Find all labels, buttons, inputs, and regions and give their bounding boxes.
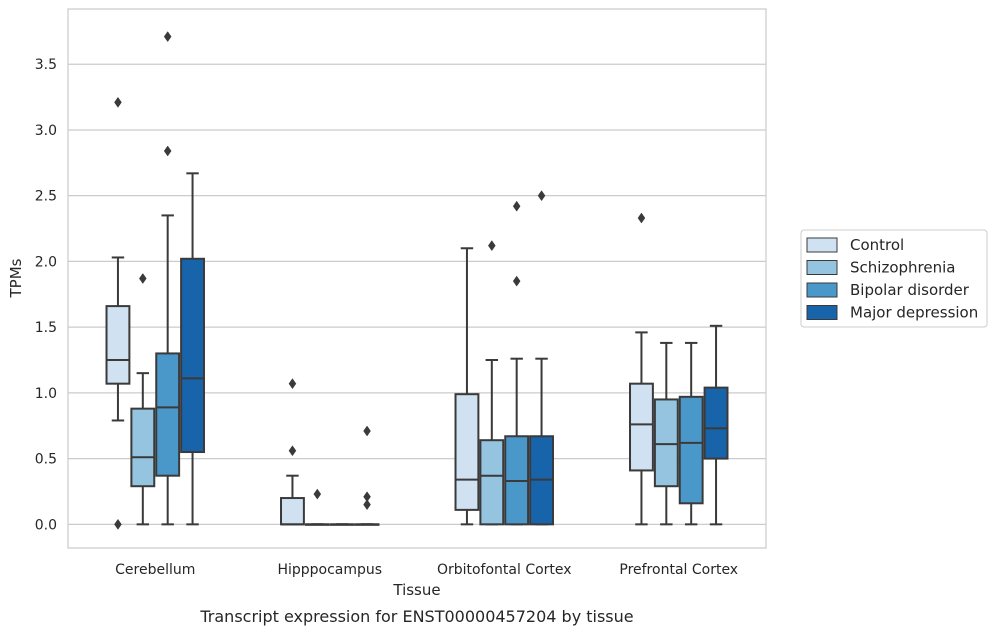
box-body xyxy=(105,305,131,385)
y-axis-ticks: 0.0 0.5 1.0 1.5 2.0 2.5 3.0 3.5 xyxy=(35,57,57,533)
legend-label: Major depression xyxy=(850,304,978,322)
y-tick-label: 2.0 xyxy=(35,254,57,270)
outlier-point xyxy=(363,425,371,437)
legend-swatch xyxy=(806,260,838,275)
outlier-point xyxy=(488,240,496,252)
x-axis-ticks: Cerebellum Hipppocampus Orbitofontal Corte… xyxy=(115,562,738,578)
legend-label: Schizophrenia xyxy=(850,259,955,277)
box-body xyxy=(678,395,704,505)
x-tick-label: Orbitofontal Cortex xyxy=(437,562,572,578)
outlier-point xyxy=(163,31,172,43)
outlier-point xyxy=(139,273,147,284)
box-major-depression xyxy=(529,190,554,526)
plot-frame xyxy=(67,8,767,549)
box-body xyxy=(454,393,480,511)
x-axis-label: Tissue xyxy=(392,581,440,599)
outlier-point xyxy=(637,212,646,224)
outlier-point xyxy=(363,499,371,511)
box-body xyxy=(629,382,654,472)
outlier-point xyxy=(313,488,322,500)
outlier-point xyxy=(114,518,122,530)
box-bipolar-disorder xyxy=(329,523,355,526)
legend-swatch xyxy=(806,282,838,298)
box-body xyxy=(130,407,156,488)
y-tick-label: 1.5 xyxy=(35,320,57,336)
x-tick-label: Hipppocampus xyxy=(277,562,382,578)
x-tick-label: Prefrontal Cortex xyxy=(619,562,738,578)
chart-caption: Transcript expression for ENST0000045720… xyxy=(199,607,633,626)
box-body xyxy=(653,398,679,488)
y-tick-label: 3.0 xyxy=(35,123,57,139)
y-tick-label: 3.5 xyxy=(35,57,57,73)
box-body xyxy=(479,439,505,526)
legend-label: Control xyxy=(850,236,904,254)
box-control xyxy=(280,378,305,526)
y-axis-label: TPMs xyxy=(7,258,25,298)
box-schizophrenia xyxy=(304,488,330,526)
outlier-point xyxy=(114,96,122,108)
outlier-point xyxy=(288,445,297,457)
box-body xyxy=(703,386,729,460)
y-tick-label: 0.0 xyxy=(35,517,57,533)
outlier-point xyxy=(288,378,297,390)
box-major-depression xyxy=(180,172,205,526)
legend: Control Schizophrenia Bipolar disorder Majo… xyxy=(800,229,988,328)
box-body xyxy=(280,497,305,526)
box-major-depression xyxy=(354,425,380,526)
box-control xyxy=(629,212,654,526)
box-group xyxy=(105,31,729,530)
box-bipolar-disorder xyxy=(504,200,530,526)
x-tick-label: Cerebellum xyxy=(115,562,195,578)
box-control xyxy=(454,247,480,526)
y-tick-label: 1.0 xyxy=(35,386,57,402)
outlier-point xyxy=(512,275,521,287)
box-schizophrenia xyxy=(479,240,505,526)
box-schizophrenia xyxy=(130,273,156,526)
outlier-point xyxy=(512,200,521,212)
legend-frame xyxy=(800,229,988,328)
box-major-depression xyxy=(703,324,729,526)
box-bipolar-disorder xyxy=(155,31,181,526)
legend-swatch xyxy=(806,305,838,320)
y-tick-label: 0.5 xyxy=(35,452,57,468)
box-bipolar-disorder xyxy=(678,341,704,526)
outlier-point xyxy=(537,190,546,202)
legend-swatch xyxy=(806,237,838,253)
box-body xyxy=(180,257,205,454)
box-control xyxy=(105,96,131,530)
legend-label: Bipolar disorder xyxy=(850,281,970,299)
y-tick-label: 2.5 xyxy=(35,189,57,205)
outlier-point xyxy=(163,145,172,157)
box-schizophrenia xyxy=(653,341,679,526)
outlier-point xyxy=(363,491,371,503)
box-body xyxy=(155,352,181,477)
